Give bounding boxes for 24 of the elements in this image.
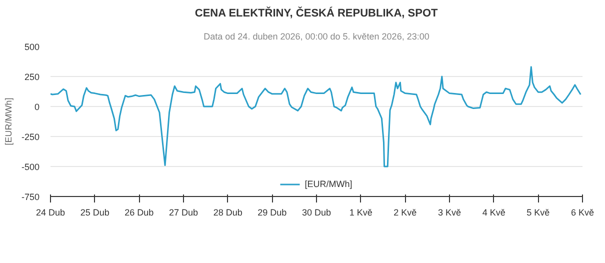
legend-label: [EUR/MWh] bbox=[304, 179, 352, 189]
x-tick-label: 6 Kvě bbox=[570, 208, 594, 218]
x-tick-label: 24 Dub bbox=[36, 208, 66, 218]
x-tick-label: 1 Kvě bbox=[349, 208, 372, 218]
y-tick-label: -750 bbox=[21, 192, 40, 202]
y-tick-label: -500 bbox=[21, 162, 40, 172]
x-tick-label: 3 Kvě bbox=[438, 208, 462, 218]
x-tick-label: 27 Dub bbox=[168, 208, 198, 218]
line-series bbox=[50, 66, 582, 168]
y-tick-label: 500 bbox=[24, 42, 40, 52]
y-tick-label: 250 bbox=[24, 72, 40, 82]
x-tick-label: 28 Dub bbox=[213, 208, 242, 218]
y-tick-label: -250 bbox=[21, 132, 40, 142]
y-axis-title: [EUR/MWh] bbox=[3, 98, 14, 146]
chart-title: CENA ELEKTŘINY, ČESKÁ REPUBLIKA, SPOT bbox=[194, 6, 438, 20]
x-tick-label: 5 Kvě bbox=[526, 208, 550, 218]
x-tick-label: 29 Dub bbox=[258, 208, 287, 218]
x-tick-label: 4 Kvě bbox=[482, 208, 506, 218]
x-tick-label: 2 Kvě bbox=[394, 208, 417, 218]
x-tick-label: 30 Dub bbox=[302, 208, 332, 218]
x-tick-label: 25 Dub bbox=[80, 208, 110, 218]
y-tick-label: 0 bbox=[34, 102, 40, 112]
chart-subtitle: Data od 24. duben 2026, 00:00 do 5. květen 2026, 23:00 bbox=[204, 32, 430, 42]
x-tick-label: 26 Dub bbox=[124, 208, 154, 218]
